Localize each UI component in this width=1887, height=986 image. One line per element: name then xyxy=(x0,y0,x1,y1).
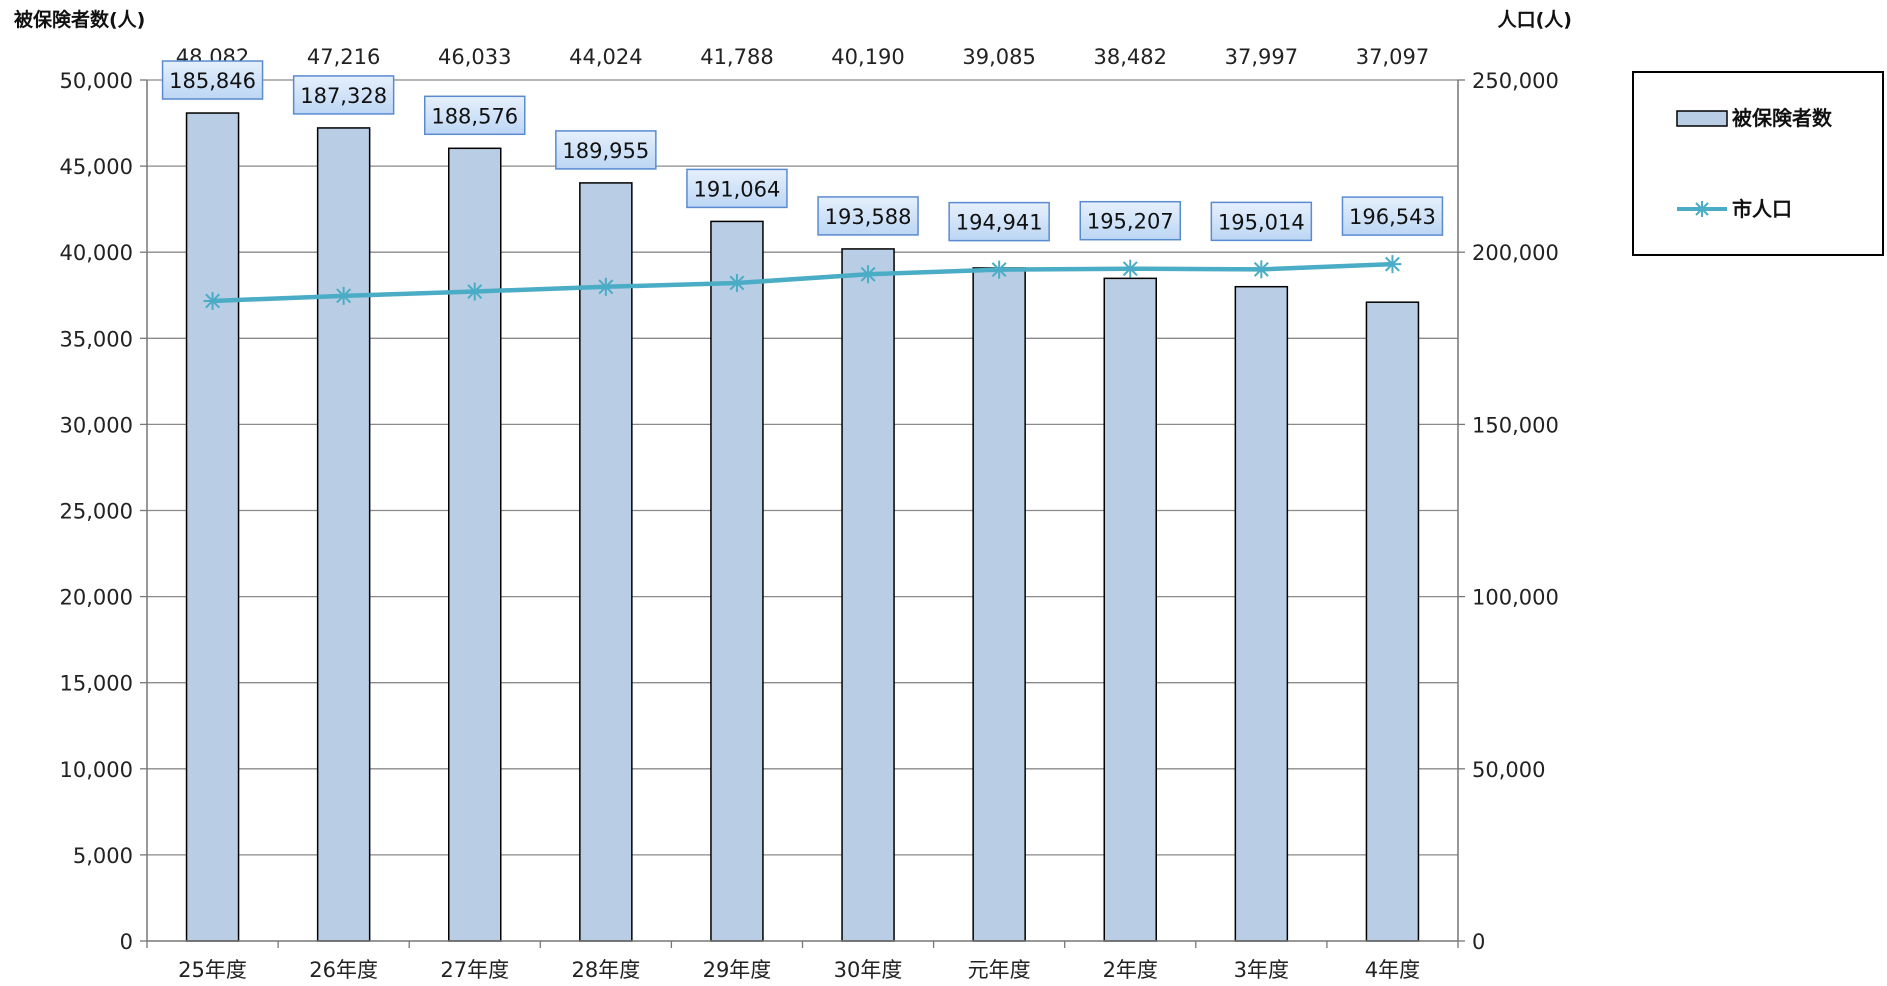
legend-bar-label: 被保険者数 xyxy=(1732,106,1833,130)
line-point xyxy=(859,265,878,284)
population-value-label: 195,014 xyxy=(1218,210,1305,234)
legend-line-label: 市人口 xyxy=(1732,197,1792,221)
population-value-label: 195,207 xyxy=(1087,210,1174,234)
bar-value-label: 37,097 xyxy=(1356,45,1429,69)
y2-tick-label: 200,000 xyxy=(1472,241,1559,265)
y-tick-label: 40,000 xyxy=(60,241,133,265)
line-point xyxy=(465,282,484,301)
population-label-box xyxy=(292,75,395,115)
bar xyxy=(710,220,764,942)
legend: 被保険者数 市人口 xyxy=(1632,71,1884,256)
line-point xyxy=(1121,259,1140,278)
bar-value-label: 41,788 xyxy=(700,45,773,69)
x-tick-label: 30年度 xyxy=(834,958,903,982)
bar xyxy=(579,182,633,942)
x-tick-label: 28年度 xyxy=(571,958,640,982)
bar-value-label: 44,024 xyxy=(569,45,642,69)
line-point xyxy=(1252,260,1271,279)
line-point xyxy=(990,260,1009,279)
population-value-label: 191,064 xyxy=(694,177,781,201)
bar-value-label: 38,482 xyxy=(1094,45,1167,69)
population-value-label: 189,955 xyxy=(562,139,649,163)
y-tick-label: 25,000 xyxy=(60,500,133,524)
population-label-box xyxy=(424,95,526,136)
population-value-label: 185,846 xyxy=(169,69,256,93)
population-value-label: 194,941 xyxy=(956,211,1043,235)
population-line-path xyxy=(212,261,1393,304)
bar xyxy=(316,127,371,942)
population-value-label: 196,543 xyxy=(1349,205,1436,229)
population-label-box xyxy=(1341,196,1444,236)
x-tick-label: 4年度 xyxy=(1365,958,1420,982)
population-label-box xyxy=(161,60,264,100)
y-tick-label: 10,000 xyxy=(60,758,133,782)
y-tick-label: 0 xyxy=(120,930,133,954)
data-labels: 48,082 47,216 46,033 44,024 41,788 40,190 39,0… xyxy=(161,45,1444,242)
y2-tick-label: 100,000 xyxy=(1472,586,1559,610)
x-tick-label: 元年度 xyxy=(968,958,1031,982)
population-value-label: 193,588 xyxy=(825,205,912,229)
line-point xyxy=(334,286,353,305)
y-tick-label: 50,000 xyxy=(60,69,133,93)
bar xyxy=(1365,301,1420,942)
population-label-box xyxy=(817,196,919,236)
y-axis-title: 被保険者数(人) xyxy=(14,8,145,31)
y2-tick-label: 250,000 xyxy=(1472,69,1559,93)
axes: 0 5,000 10,000 15,000 20,000 25,000 30,000 35,0… xyxy=(60,69,1559,982)
bar xyxy=(841,248,895,942)
line-point xyxy=(727,273,746,292)
bar xyxy=(1103,277,1157,942)
population-label-box xyxy=(686,168,788,209)
x-tick-label: 2年度 xyxy=(1103,958,1158,982)
population-value-label: 187,328 xyxy=(300,84,387,108)
population-label-box xyxy=(555,130,657,170)
y-tick-label: 20,000 xyxy=(60,586,133,610)
y-tick-label: 30,000 xyxy=(60,413,133,437)
bar xyxy=(1234,285,1289,942)
y-tick-label: 35,000 xyxy=(60,327,133,351)
x-tick-label: 26年度 xyxy=(309,958,378,982)
population-line xyxy=(203,255,1402,310)
y2-tick-label: 50,000 xyxy=(1472,758,1545,782)
x-tick-label: 3年度 xyxy=(1234,958,1289,982)
legend-box xyxy=(1632,71,1884,256)
y2-axis-title: 人口(人) xyxy=(1498,9,1572,31)
x-tick-label: 29年度 xyxy=(703,958,772,982)
population-label-box xyxy=(948,201,1050,242)
y-tick-label: 5,000 xyxy=(73,844,133,868)
population-label-box xyxy=(1079,200,1181,241)
x-tick-label: 25年度 xyxy=(178,958,247,982)
population-label-box xyxy=(1210,201,1313,242)
bar-value-label: 40,190 xyxy=(831,45,904,69)
y-tick-label: 15,000 xyxy=(60,672,133,696)
line-point xyxy=(203,291,222,310)
y2-tick-label: 150,000 xyxy=(1472,413,1559,437)
line-point xyxy=(596,277,615,296)
y-tick-label: 45,000 xyxy=(60,155,133,179)
y2-tick-label: 0 xyxy=(1472,930,1485,954)
population-value-label: 188,576 xyxy=(431,104,518,128)
bar-value-label: 37,997 xyxy=(1225,45,1298,69)
bar xyxy=(972,267,1026,942)
bar-value-label: 47,216 xyxy=(307,45,380,69)
bar-value-label: 39,085 xyxy=(962,45,1035,69)
bar xyxy=(448,147,502,942)
legend-bar-swatch xyxy=(1676,110,1728,127)
bar xyxy=(185,112,240,942)
x-tick-label: 27年度 xyxy=(440,958,509,982)
line-point xyxy=(1383,255,1402,274)
legend-line-marker xyxy=(1694,201,1710,217)
line-point xyxy=(1694,201,1710,217)
bar-value-label: 46,033 xyxy=(438,45,511,69)
